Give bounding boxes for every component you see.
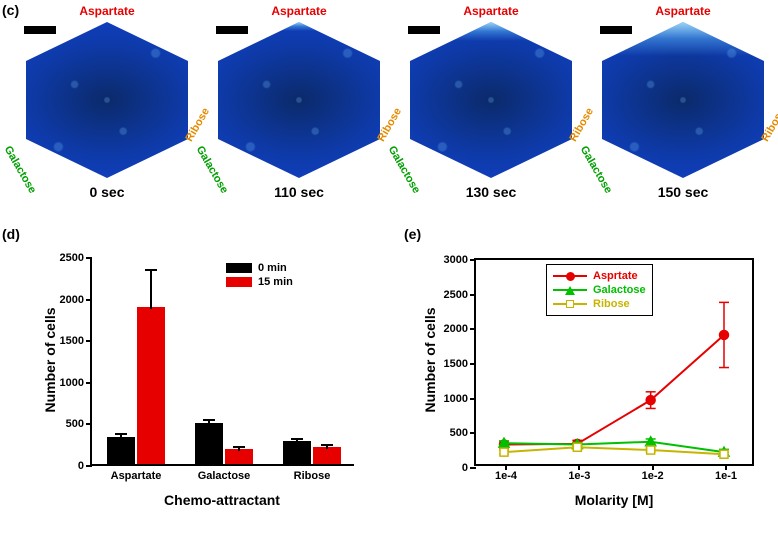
ytick-label: 3000 [444, 254, 476, 266]
panel-e-lines-svg [474, 258, 754, 466]
ytick-label: 2000 [444, 323, 476, 335]
bar [137, 307, 165, 464]
hexagon-frame-0: Aspartate Galactose Ribose 0 sec [18, 4, 196, 204]
marker-square [573, 443, 581, 451]
legend-text: 15 min [258, 276, 293, 288]
ytick-label: 2000 [60, 294, 92, 306]
legend-swatch [226, 263, 252, 273]
panel-c-label: (c) [2, 2, 19, 18]
ytick-label: 1500 [444, 358, 476, 370]
xtick-label: 1e-4 [495, 464, 517, 482]
ytick-label: 2500 [444, 289, 476, 301]
panel-e-ylabel: Number of cells [422, 307, 438, 412]
error-cap [203, 419, 215, 421]
hexagon-frame-1: Aspartate Galactose Ribose 110 sec [210, 4, 388, 204]
hexagon-accumulation [218, 22, 380, 31]
ytick-label: 500 [66, 418, 92, 430]
panel-d-chart: 0 500 1000 1500 2000 2500 Aspartate Galactose Ri… [36, 250, 366, 520]
top-label-aspartate: Aspartate [402, 4, 580, 18]
hexagon-image [26, 22, 188, 178]
xtick-label: Galactose [198, 464, 251, 482]
panel-c-hexagon-row: Aspartate Galactose Ribose 0 sec Asparta… [18, 4, 764, 204]
panel-e-chart: 0500100015002000250030001e-41e-31e-21e-1… [416, 250, 766, 520]
bar [107, 437, 135, 464]
panel-d-ylabel: Number of cells [42, 307, 58, 412]
panel-d-xlabel: Chemo-attractant [90, 492, 354, 508]
bar [225, 449, 253, 464]
panel-e-xlabel: Molarity [M] [474, 492, 754, 508]
panel-e-label: (e) [404, 226, 421, 242]
time-label: 150 sec [594, 184, 772, 200]
xtick-label: Aspartate [111, 464, 162, 482]
hexagon-bg [26, 22, 188, 178]
bar [195, 423, 223, 464]
marker-square [720, 450, 728, 458]
xtick-label: Ribose [294, 464, 331, 482]
time-label: 130 sec [402, 184, 580, 200]
legend-swatch [226, 277, 252, 287]
error-cap [233, 446, 245, 448]
bar [283, 441, 311, 464]
legend-text: 0 min [258, 262, 287, 274]
xtick-label: 1e-2 [642, 464, 664, 482]
hexagon-accumulation [410, 22, 572, 41]
marker-circle [646, 396, 655, 405]
top-label-aspartate: Aspartate [18, 4, 196, 18]
ytick-label: 1000 [444, 393, 476, 405]
error-cap [115, 433, 127, 435]
hexagon-frame-3: Aspartate Galactose Ribose 150 sec [594, 4, 772, 204]
legend-row: 0 min [226, 262, 293, 274]
ytick-label: 500 [450, 427, 476, 439]
error-cap [145, 269, 157, 271]
hexagon-accumulation [602, 22, 764, 56]
ytick-label: 2500 [60, 252, 92, 264]
panel-d-label: (d) [2, 226, 20, 242]
top-label-aspartate: Aspartate [210, 4, 388, 18]
hexagon-bg [218, 22, 380, 178]
error-bar [150, 270, 152, 309]
ytick-label: 1000 [60, 377, 92, 389]
time-label: 0 sec [18, 184, 196, 200]
xtick-label: 1e-3 [568, 464, 590, 482]
error-cap [291, 438, 303, 440]
top-label-aspartate: Aspartate [594, 4, 772, 18]
ytick-label: 1500 [60, 335, 92, 347]
hexagon-image [410, 22, 572, 178]
bar [313, 447, 341, 464]
marker-circle [720, 330, 729, 339]
error-cap [321, 444, 333, 446]
hexagon-bg [410, 22, 572, 178]
hexagon-image [218, 22, 380, 178]
legend-row: 15 min [226, 276, 293, 288]
marker-square [647, 446, 655, 454]
marker-square [500, 448, 508, 456]
panel-d-legend: 0 min 15 min [226, 260, 293, 290]
hexagon-image [602, 22, 764, 178]
hexagon-frame-2: Aspartate Galactose Ribose 130 sec [402, 4, 580, 204]
panel-d-plot-area: 05001000150020002500AspartateGalactoseRi… [90, 258, 354, 466]
xtick-label: 1e-1 [715, 464, 737, 482]
ytick-label: 0 [78, 460, 92, 472]
series-line [504, 335, 724, 445]
time-label: 110 sec [210, 184, 388, 200]
